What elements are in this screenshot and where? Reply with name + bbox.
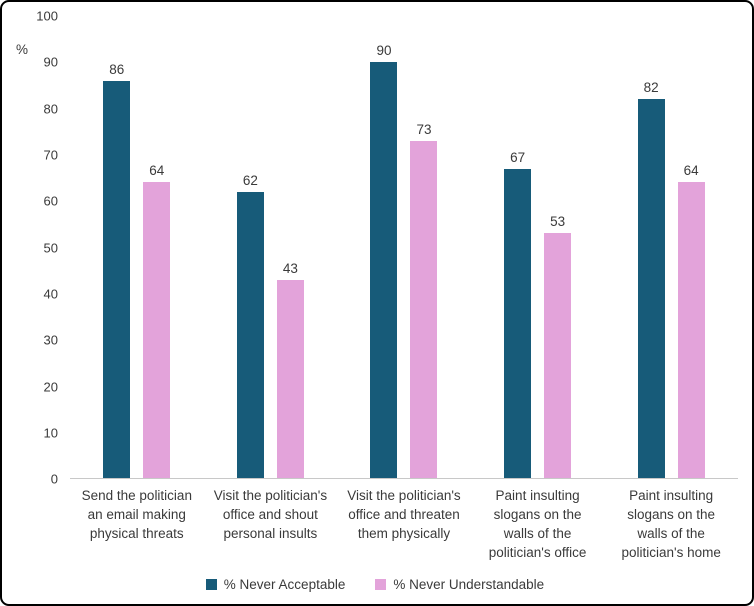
legend-swatch [205, 579, 217, 590]
legend-item: % Never Acceptable [205, 577, 346, 592]
plot-region: % 0 10 20 30 40 50 60 70 80 90 100 86 64 62 43 90 73 67 5… [12, 9, 738, 487]
legend-label: % Never Understandable [393, 577, 545, 592]
bar-value-label: 86 [109, 61, 125, 77]
y-tick-label: 50 [43, 240, 58, 256]
bar-value-label: 90 [376, 43, 392, 59]
bar [544, 233, 572, 479]
bar [504, 168, 532, 479]
bar-value-label: 62 [242, 172, 258, 188]
bar-slot: 86 [103, 16, 131, 479]
bar-groups: 86 64 62 43 90 73 67 53 82 64 [70, 16, 738, 479]
y-tick-label: 60 [43, 193, 58, 209]
bar-slot: 64 [677, 16, 705, 479]
y-tick-label: 20 [43, 379, 58, 395]
y-tick-label: 0 [50, 471, 58, 487]
bar-value-label: 53 [550, 214, 566, 230]
bar-slot: 53 [544, 16, 572, 479]
bar [276, 279, 304, 479]
bar [677, 182, 705, 479]
legend-label: % Never Acceptable [223, 577, 346, 592]
bar-group: 90 73 [337, 16, 471, 479]
bar-group: 67 53 [471, 16, 605, 479]
bar-value-label: 64 [149, 163, 165, 179]
category-label: Paint insulting slogans on the walls of … [621, 488, 721, 561]
legend-swatch [375, 579, 387, 590]
bar [103, 80, 131, 479]
y-tick-label: 90 [43, 54, 58, 70]
bar-slot: 73 [410, 16, 438, 479]
y-tick-label: 30 [43, 332, 58, 348]
bar-slot: 62 [236, 16, 264, 479]
x-axis-labels: Send the politician an email making phys… [70, 479, 738, 563]
category-label: Paint insulting slogans on the walls of … [488, 488, 587, 561]
category-label: Visit the politician's office and shout … [213, 488, 328, 542]
bar-group: 82 64 [604, 16, 738, 479]
y-tick-label: 70 [43, 147, 58, 163]
y-tick-label: 40 [43, 286, 58, 302]
bar [410, 140, 438, 479]
y-axis: % 0 10 20 30 40 50 60 70 80 90 100 [12, 9, 70, 487]
y-axis-title: % [16, 42, 29, 57]
bar-slot: 90 [370, 16, 398, 479]
x-axis: Send the politician an email making phys… [12, 479, 738, 563]
bar-value-label: 73 [416, 121, 432, 137]
bar [637, 99, 665, 479]
category-label: Visit the politician's office and threat… [347, 488, 461, 542]
legend-item: % Never Understandable [375, 577, 544, 592]
plot-area: 86 64 62 43 90 73 67 53 82 64 [70, 16, 738, 480]
bar-slot: 43 [276, 16, 304, 479]
bar [143, 182, 171, 479]
legend: % Never Acceptable % Never Understandable [12, 563, 738, 596]
bar [236, 191, 264, 479]
bar-slot: 82 [637, 16, 665, 479]
bar-value-label: 82 [643, 80, 659, 96]
bar-group: 62 43 [204, 16, 338, 479]
bar-value-label: 43 [282, 260, 298, 276]
bar-slot: 64 [143, 16, 171, 479]
category-label: Send the politician an email making phys… [81, 488, 192, 542]
axis-spacer [12, 479, 70, 563]
bar-value-label: 64 [683, 163, 699, 179]
bar-group: 86 64 [70, 16, 204, 479]
bar-slot: 67 [504, 16, 532, 479]
bar-value-label: 67 [510, 149, 526, 165]
bar [370, 62, 398, 479]
y-tick-label: 10 [43, 425, 58, 441]
y-tick-label: 80 [43, 101, 58, 117]
y-tick-label: 100 [36, 8, 58, 24]
